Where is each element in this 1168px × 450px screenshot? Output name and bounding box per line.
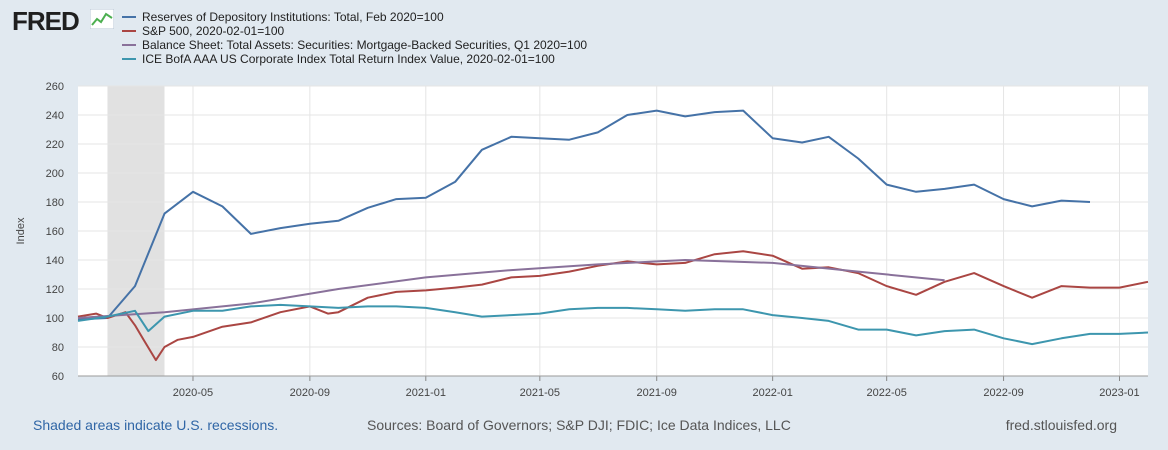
fred-chart-logo-icon	[90, 9, 114, 29]
series-layer	[77, 109, 1149, 362]
x-tick-label: 2022-09	[983, 387, 1023, 399]
legend-swatch-sp500	[122, 30, 136, 32]
legend-swatch-reserves	[122, 16, 136, 18]
fred-url-link[interactable]: fred.stlouisfed.org	[1005, 417, 1117, 433]
recession-note-link[interactable]: Shaded areas indicate U.S. recessions.	[33, 417, 279, 433]
legend-label: Balance Sheet: Total Assets: Securities:…	[142, 38, 588, 52]
legend-label: Reserves of Depository Institutions: Tot…	[142, 10, 444, 24]
grid-layer	[78, 85, 1148, 377]
x-tick-label: 2021-01	[406, 387, 446, 399]
legend-swatch-ice-bofa	[122, 58, 136, 60]
x-tick-label: 2022-01	[752, 387, 792, 399]
fred-logo[interactable]: FRED	[12, 6, 80, 36]
series-line-1	[77, 109, 1091, 321]
y-tick-label: 260	[46, 81, 64, 93]
y-tick-label: 220	[46, 139, 64, 151]
y-tick-label: 240	[46, 110, 64, 122]
legend-label: ICE BofA AAA US Corporate Index Total Re…	[142, 52, 555, 66]
axis-layer: 60 80 100 120 140 160 180 200 220 240 260 2020-05 20…	[46, 81, 1148, 399]
legend-item[interactable]: ICE BofA AAA US Corporate Index Total Re…	[122, 52, 587, 66]
x-tick-label: 2021-09	[637, 387, 677, 399]
series-line-2	[77, 250, 1149, 362]
sources-text: Sources: Board of Governors; S&P DJI; FD…	[367, 417, 791, 433]
legend-swatch-mbs	[122, 44, 136, 46]
y-axis-label: Index	[15, 217, 27, 244]
x-tick-label: 2023-01	[1099, 387, 1139, 399]
x-tick-label: 2021-05	[520, 387, 560, 399]
line-chart[interactable]: 60 80 100 120 140 160 180 200 220 240 260 2020-05 20…	[0, 0, 1168, 410]
legend-label: S&P 500, 2020-02-01=100	[142, 24, 285, 38]
series-line-4	[77, 303, 1149, 346]
x-tick-label: 2020-05	[173, 387, 213, 399]
legend-item[interactable]: Reserves of Depository Institutions: Tot…	[122, 10, 587, 24]
y-tick-label: 120	[46, 284, 64, 296]
legend-item[interactable]: S&P 500, 2020-02-01=100	[122, 24, 587, 38]
y-tick-label: 160	[46, 226, 64, 238]
y-tick-label: 200	[46, 168, 64, 180]
series-line-3	[77, 259, 945, 319]
x-tick-label: 2022-05	[866, 387, 906, 399]
chart-legend: Reserves of Depository Institutions: Tot…	[122, 10, 587, 66]
y-tick-label: 140	[46, 255, 64, 267]
y-tick-label: 100	[46, 313, 64, 325]
y-tick-label: 80	[52, 342, 64, 354]
legend-item[interactable]: Balance Sheet: Total Assets: Securities:…	[122, 38, 587, 52]
y-tick-label: 60	[52, 371, 64, 383]
y-tick-label: 180	[46, 197, 64, 209]
x-tick-label: 2020-09	[290, 387, 330, 399]
